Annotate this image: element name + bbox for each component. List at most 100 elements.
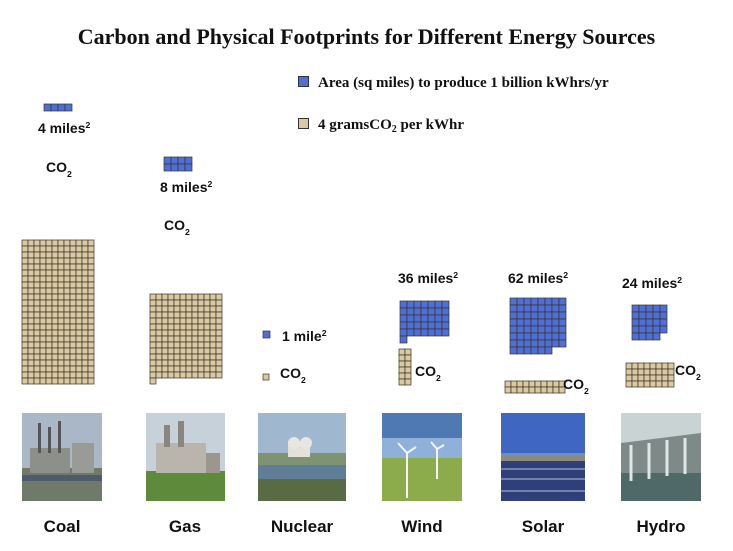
co2-coal-cell: [75, 251, 83, 259]
co2-label-coal: CO2: [46, 159, 72, 179]
co2-coal-cell: [63, 245, 71, 253]
co2-coal-cell: [81, 275, 89, 283]
legend-label-co2-sub: 2: [391, 124, 397, 135]
area-nuclear-cell: [262, 330, 271, 339]
co2-gas-cell: [167, 323, 175, 331]
co2-coal-cell: [45, 293, 53, 301]
co2-coal-cell: [69, 263, 77, 271]
co2-gas-cell: [209, 353, 217, 361]
co2-gas-cell: [191, 359, 199, 367]
co2-coal-cell: [45, 323, 53, 331]
co2-coal-cell: [27, 377, 35, 385]
co2-coal-cell: [75, 245, 83, 253]
co2-coal-cell: [69, 269, 77, 277]
legend-swatch-co2: [298, 118, 309, 129]
co2-gas-cell: [215, 353, 223, 361]
area-gas-cell: [177, 163, 186, 172]
co2-coal-cell: [27, 257, 35, 265]
co2-gas-cell: [173, 299, 181, 307]
area-solar-cell: [516, 297, 525, 306]
co2-gas-cell: [197, 311, 205, 319]
co2-coal-cell: [45, 347, 53, 355]
area-solar-cell: [523, 339, 532, 348]
area-wind-cell: [399, 300, 408, 309]
co2-gas-cell: [155, 371, 163, 379]
co2-coal-cell: [21, 347, 29, 355]
area-wind-cell: [441, 300, 450, 309]
gas-plant-photo: [146, 413, 225, 501]
area-solar-cell: [544, 346, 553, 355]
co2-coal-cell: [63, 323, 71, 331]
co2-coal-cell: [63, 341, 71, 349]
co2-gas-cell: [185, 329, 193, 337]
co2-coal-cell: [75, 305, 83, 313]
legend-item-area: Area (sq miles) to produce 1 billion kWh…: [298, 75, 609, 92]
area-solar-cell: [523, 332, 532, 341]
co2-coal-cell: [39, 239, 47, 247]
co2-gas-cell: [191, 365, 199, 373]
co2-coal-cell: [81, 263, 89, 271]
area-hydro-cell: [638, 325, 647, 334]
area-solar-cell: [544, 332, 553, 341]
co2-coal-cell: [57, 281, 65, 289]
co2-coal-cell: [21, 341, 29, 349]
area-solar-cell: [509, 332, 518, 341]
legend-label-co2-after: per kWhr: [396, 117, 464, 133]
co2-coal-cell: [45, 359, 53, 367]
area-solar-cell: [516, 304, 525, 313]
area-wind-cell: [441, 307, 450, 316]
co2-coal-cell: [81, 341, 89, 349]
co2-coal-cell: [87, 353, 95, 361]
co2-hydro-cell: [649, 374, 657, 382]
area-wind-cell: [406, 314, 415, 323]
co2-gas-cell: [167, 329, 175, 337]
area-solar-cell: [551, 297, 560, 306]
category-label-nuclear: Nuclear: [270, 517, 334, 536]
area-solar-cell: [537, 346, 546, 355]
co2-gas-cell: [203, 353, 211, 361]
category-label-wind: Wind: [401, 517, 443, 536]
co2-coal-cell: [69, 341, 77, 349]
hydro-dam-photo: [621, 413, 701, 501]
co2-coal-cell: [63, 257, 71, 265]
co2-coal-cell: [27, 371, 35, 379]
co2-gas-cell: [185, 353, 193, 361]
area-solar-cell: [558, 332, 567, 341]
co2-coal-cell: [75, 275, 83, 283]
area-gas-cell: [163, 163, 172, 172]
co2-wind-cell: [404, 372, 412, 380]
co2-coal-cell: [33, 353, 41, 361]
area-solar-cell: [516, 346, 525, 355]
area-gas-cell: [184, 163, 193, 172]
co2-coal-cell: [45, 317, 53, 325]
co2-gas-cell: [155, 317, 163, 325]
area-coal-cell: [64, 103, 73, 112]
co2-gas-cell: [185, 317, 193, 325]
co2-coal-cell: [81, 281, 89, 289]
co2-coal-cell: [69, 347, 77, 355]
area-solar-cell: [516, 332, 525, 341]
co2-gas-cell: [149, 341, 157, 349]
co2-wind-cell: [398, 354, 406, 362]
co2-coal-cell: [57, 347, 65, 355]
co2-coal-cell: [27, 239, 35, 247]
area-solar-cell: [544, 297, 553, 306]
co2-hydro-cell: [625, 362, 633, 370]
co2-coal-cell: [39, 275, 47, 283]
co2-gas-cell: [215, 317, 223, 325]
co2-solar-cell: [528, 386, 536, 394]
co2-gas-cell: [185, 341, 193, 349]
co2-gas-cell: [173, 359, 181, 367]
area-gas-cell: [177, 156, 186, 165]
co2-gas-cell: [173, 323, 181, 331]
area-label-wind: 36 miles2: [398, 270, 458, 286]
co2-coal-cell: [45, 263, 53, 271]
co2-coal-cell: [33, 347, 41, 355]
co2-gas-cell: [203, 329, 211, 337]
co2-gas-cell: [203, 311, 211, 319]
co2-coal-cell: [75, 299, 83, 307]
area-solar-cell: [544, 339, 553, 348]
area-wind-cell: [434, 314, 443, 323]
co2-gas-cell: [215, 347, 223, 355]
co2-coal-cell: [33, 281, 41, 289]
